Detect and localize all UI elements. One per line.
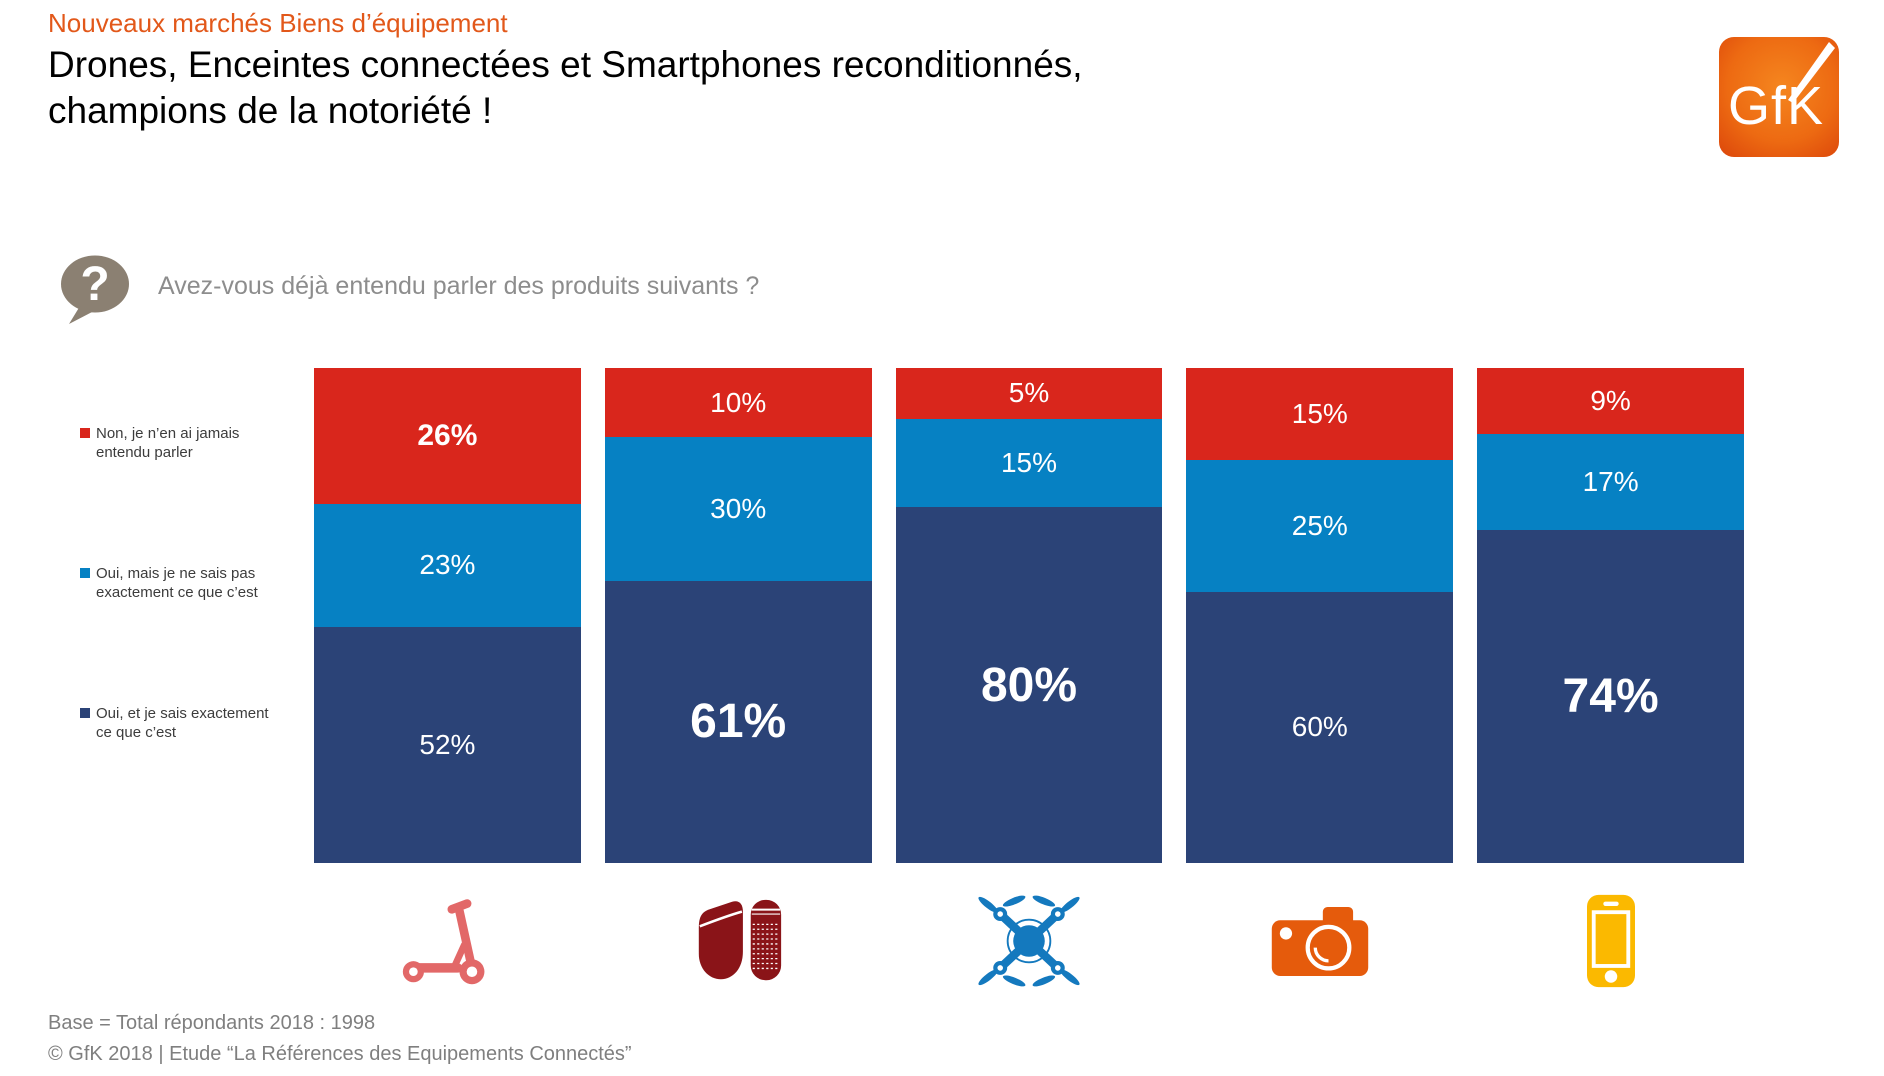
base-note: Base = Total répondants 2018 : 1998: [48, 1012, 376, 1034]
bar-segment-label: 10%: [710, 386, 767, 418]
bar-segment: 10%: [604, 368, 872, 438]
bar-segment: 60%: [1186, 591, 1454, 863]
legend-line: entendu parler: [96, 444, 193, 461]
icon-cell: [1477, 888, 1744, 993]
bar-segment-label: 25%: [1291, 509, 1348, 541]
bar-segment: 52%: [314, 626, 581, 863]
page-title: Drones, Enceintes connectées et Smartpho…: [48, 42, 1083, 134]
legend-line: ce que c’est: [96, 724, 177, 741]
bar-segment-label: 15%: [1000, 447, 1058, 478]
icon-cell: [1186, 888, 1453, 993]
bar-segment: 30%: [604, 437, 872, 581]
bar-segment: 26%: [314, 368, 581, 505]
icons-row: [314, 888, 1744, 993]
bar-connected-camera: 15% 25% 60%: [1186, 368, 1454, 863]
legend-swatch-red: [80, 428, 90, 438]
page-title-line2: champions de la notoriété !: [48, 90, 493, 131]
bar-segment: 9%: [1477, 368, 1744, 434]
bar-segment: 80%: [895, 507, 1163, 863]
bar-segment: 25%: [1186, 459, 1454, 592]
question-bubble-icon: ?: [61, 255, 129, 324]
icon-cell: [896, 888, 1163, 993]
electric-scooter-icon: [403, 898, 485, 984]
kicker: Nouveaux marchés Biens d’équipement: [48, 8, 508, 38]
smartphone-icon: [1586, 894, 1635, 987]
legend-line: Oui, et je sais exactement: [96, 705, 269, 722]
bar-segment: 15%: [1186, 368, 1454, 460]
bar-smartphone: 9% 17% 74%: [1477, 368, 1744, 863]
bar-segment: 17%: [1477, 433, 1744, 530]
gfk-logo: GfK: [1719, 37, 1839, 157]
bar-segment: 5%: [895, 368, 1163, 419]
copyright-note: © GfK 2018 | Etude “La Références des Eq…: [48, 1043, 632, 1065]
bar-segment: 61%: [604, 580, 872, 864]
connected-camera-icon: [1271, 906, 1368, 976]
bar-smart-speakers: 10% 30% 61%: [604, 368, 872, 864]
bar-segment-label: 26%: [417, 419, 478, 453]
bar-segment-label: 15%: [1291, 397, 1348, 429]
bar-segment-label: 52%: [419, 728, 476, 760]
bar-drone: 5% 15% 80%: [895, 368, 1163, 863]
bar-segment-label: 61%: [690, 695, 787, 749]
bar-segment-label: 5%: [1008, 377, 1050, 409]
bar-segment-label: 9%: [1590, 384, 1631, 416]
bar-segment-label: 80%: [980, 658, 1078, 712]
logo-slash: [1788, 42, 1835, 103]
bar-segment-label: 60%: [1291, 711, 1348, 743]
legend-swatch-darkblue: [80, 708, 90, 718]
drone-icon: [978, 895, 1080, 986]
legend-item-know-exactly: Oui, et je sais exactement ce que c’est: [80, 704, 275, 742]
bar-segment: 15%: [895, 418, 1163, 508]
icon-cell: [605, 888, 872, 993]
legend-item-never-heard: Non, je n’en ai jamais entendu parler: [80, 424, 275, 462]
bar-segment-label: 74%: [1562, 669, 1659, 723]
question-mark: ?: [80, 258, 109, 311]
bar-segment-label: 30%: [710, 493, 767, 525]
legend-line: Oui, mais je ne sais pas: [96, 565, 256, 582]
bar-segment: 74%: [1477, 529, 1744, 863]
icon-cell: [314, 888, 581, 993]
chart: 26% 23% 52% 10% 30% 61% 5% 15% 80% 15% 25% 60% 9% 17%…: [314, 368, 1744, 864]
legend-line: exactement ce que c’est: [96, 584, 258, 601]
bar-segment-label: 23%: [419, 549, 476, 581]
bar-segment-label: 17%: [1582, 465, 1639, 497]
bar-segment: 23%: [314, 504, 581, 627]
question-text: Avez-vous déjà entendu parler des produi…: [158, 272, 760, 300]
legend-line: Non, je n’en ai jamais: [96, 425, 240, 442]
page-title-line1: Drones, Enceintes connectées et Smartpho…: [48, 44, 1083, 85]
logo-text: GfK: [1728, 76, 1824, 136]
smart-speakers-icon: [698, 899, 782, 980]
bar-electric-scooter: 26% 23% 52%: [314, 368, 581, 863]
legend-item-heard-unsure: Oui, mais je ne sais pas exactement ce q…: [80, 564, 275, 602]
legend-swatch-lightblue: [80, 568, 90, 578]
